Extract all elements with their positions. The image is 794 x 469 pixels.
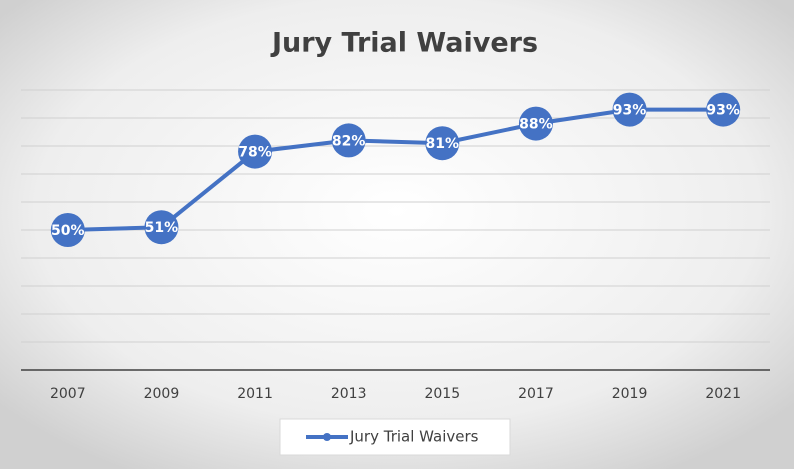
marker — [144, 210, 179, 245]
marker — [706, 92, 741, 127]
marker — [612, 92, 647, 127]
data-label: 82% — [332, 133, 366, 149]
data-label: 93% — [613, 103, 647, 119]
data-label: 81% — [426, 136, 460, 152]
x-tick-label: 2013 — [331, 386, 367, 402]
x-tick-label: 2007 — [50, 386, 86, 402]
x-tick-label: 2009 — [144, 386, 180, 402]
data-label: 51% — [145, 220, 179, 236]
marker — [425, 126, 460, 161]
legend-label: Jury Trial Waivers — [349, 428, 479, 446]
marker — [518, 106, 553, 141]
marker — [331, 123, 366, 158]
x-tick-label: 2017 — [518, 386, 554, 402]
data-label: 88% — [519, 117, 553, 133]
legend-marker — [323, 433, 331, 441]
data-label: 78% — [238, 145, 272, 161]
data-label: 93% — [706, 103, 740, 119]
marker — [50, 213, 85, 247]
x-tick-label: 2015 — [424, 386, 460, 402]
x-tick-label: 2021 — [705, 386, 741, 402]
chart-title: Jury Trial Waivers — [270, 28, 538, 59]
x-tick-label: 2019 — [612, 386, 648, 402]
data-label: 50% — [51, 223, 85, 239]
marker — [238, 134, 273, 169]
x-tick-label: 2011 — [237, 386, 273, 402]
